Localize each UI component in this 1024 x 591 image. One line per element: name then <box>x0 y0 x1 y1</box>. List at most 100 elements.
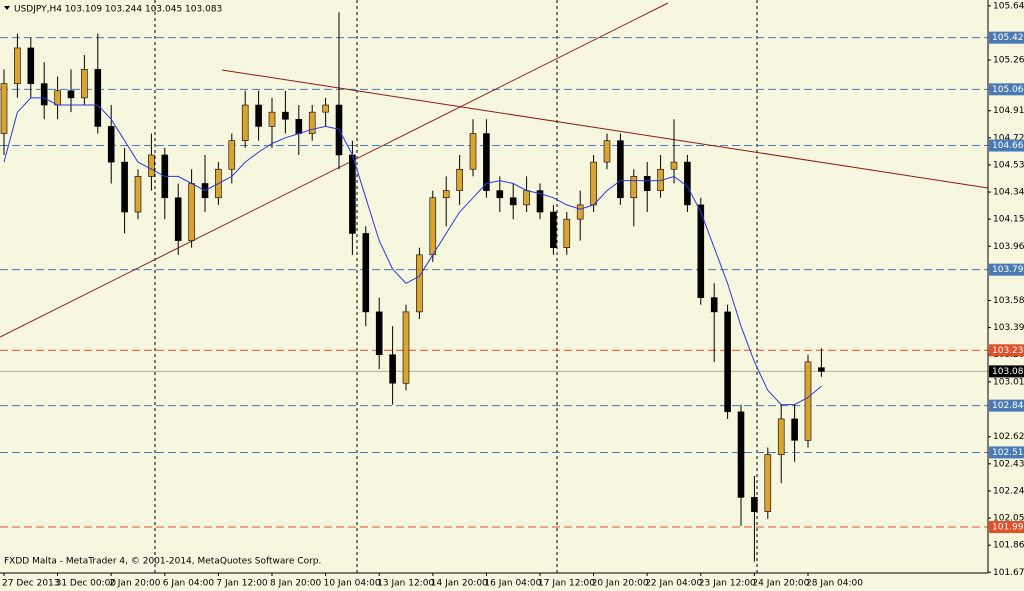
candle-body <box>576 204 584 220</box>
candle-body <box>764 454 772 512</box>
candle-body <box>751 497 758 512</box>
x-tick-label: 10 Jan 04:00 <box>324 579 381 589</box>
y-tick-label: 103.390 <box>993 323 1024 333</box>
candle-body <box>536 190 544 213</box>
candle-body <box>268 111 276 127</box>
candle-body <box>710 297 718 313</box>
candle-body <box>308 111 316 134</box>
trendlines <box>0 2 989 338</box>
y-tick-label: 104.720 <box>993 133 1024 143</box>
candle-body <box>469 133 477 170</box>
candle-body <box>429 197 437 256</box>
chart-title: USDJPY,H4 103.109 103.244 103.045 103.08… <box>14 5 222 15</box>
candle-body <box>684 161 691 206</box>
level-label: 101.992 <box>992 523 1024 533</box>
x-tick-label: 28 Jan 04:00 <box>806 579 863 589</box>
y-tick-label: 101.675 <box>993 568 1024 578</box>
candle-body <box>617 140 624 199</box>
candle-body <box>630 176 638 199</box>
candle-body <box>81 69 88 99</box>
level-label: 105.422 <box>992 33 1024 43</box>
candle-body <box>349 154 356 234</box>
candle-body <box>67 90 75 99</box>
candle-body <box>14 47 21 84</box>
menu-arrow[interactable] <box>4 6 10 10</box>
candle-body <box>148 154 155 177</box>
current-label: 103.083 <box>992 367 1024 377</box>
level-label-bg <box>989 399 1024 412</box>
x-tick-label: 31 Dec 00:00 <box>56 579 117 589</box>
candle-body <box>241 104 249 141</box>
x-tick-label: 27 Dec 2013 <box>2 579 60 589</box>
candle-body <box>121 161 128 213</box>
level-label: 103.796 <box>992 265 1024 275</box>
candle-body <box>804 361 812 441</box>
candle-body <box>389 354 396 384</box>
candle-body <box>94 69 102 127</box>
y-tick-label: 103.010 <box>993 377 1024 387</box>
level-label-bg <box>989 446 1024 459</box>
candle-body <box>791 418 798 441</box>
y-tick-label: 102.055 <box>993 514 1024 524</box>
y-tick-label: 103.960 <box>993 242 1024 252</box>
candle-body <box>375 311 383 356</box>
candle-body <box>27 47 35 84</box>
candle-body <box>228 140 236 170</box>
y-tick-label: 104.530 <box>993 160 1024 170</box>
candle-body <box>818 367 825 372</box>
level-label: 102.515 <box>992 448 1024 458</box>
candle-body <box>724 311 731 413</box>
candle-body <box>590 161 597 206</box>
candle-body <box>603 140 611 163</box>
candle-body <box>496 190 504 199</box>
y-tick-label: 101.865 <box>993 541 1024 551</box>
candle-body <box>188 183 195 241</box>
candle-body <box>737 411 745 498</box>
candle-body <box>402 311 410 384</box>
candle-body <box>509 197 517 206</box>
candle-body <box>550 211 557 248</box>
footer: FXDD Malta - MetaTrader 4, © 2001-2014, … <box>4 557 321 567</box>
level-label-bg <box>989 83 1024 96</box>
candle-body <box>54 90 61 106</box>
candle-body <box>134 176 142 213</box>
candle-body <box>416 254 423 313</box>
x-tick-label: 13 Jan 12:00 <box>377 579 434 589</box>
candle-body <box>107 126 115 163</box>
candle-body <box>174 197 182 241</box>
moving-average <box>3 97 822 406</box>
candle-body <box>456 168 463 191</box>
candle-body <box>777 418 785 455</box>
y-tick-label: 104.340 <box>993 188 1024 198</box>
level-label: 103.231 <box>992 346 1024 356</box>
y-tick-label: 105.265 <box>993 56 1024 66</box>
x-tick-label: 16 Jan 04:00 <box>484 579 541 589</box>
y-tick-label: 102.625 <box>993 432 1024 442</box>
candle-body <box>255 104 262 127</box>
trendline <box>221 69 989 189</box>
level-label-bg <box>989 263 1024 276</box>
candle-body <box>0 83 8 134</box>
candle-body <box>322 104 329 113</box>
x-tick-label: 23 Jan 12:00 <box>699 579 756 589</box>
x-tick-label: 6 Jan 04:00 <box>163 579 215 589</box>
x-tick-label: 2 Jan 20:00 <box>109 579 161 589</box>
x-tick-label: 20 Jan 20:00 <box>592 579 649 589</box>
candle-body <box>670 161 678 170</box>
candle-body <box>282 111 289 120</box>
level-label: 102.843 <box>992 401 1024 411</box>
x-tick-label: 8 Jan 20:00 <box>270 579 322 589</box>
candle-body <box>40 83 48 106</box>
level-label-bg <box>989 31 1024 44</box>
candle-body <box>362 233 370 313</box>
x-tick-label: 14 Jan 20:00 <box>431 579 488 589</box>
candle-body <box>563 218 571 248</box>
y-tick-label: 105.645 <box>993 1 1024 11</box>
y-tick-label: 104.150 <box>993 215 1024 225</box>
current-label-bg <box>989 365 1024 378</box>
candle-body <box>483 133 490 191</box>
